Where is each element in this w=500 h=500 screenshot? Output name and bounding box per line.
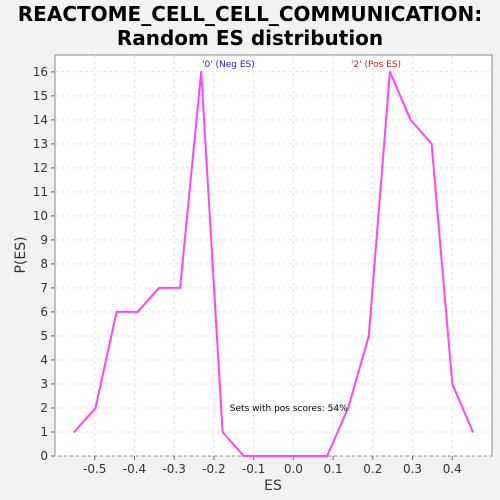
data-point — [200, 70, 203, 73]
data-point — [367, 335, 370, 337]
data-point — [264, 455, 267, 457]
y-tick-label: 10 — [33, 209, 48, 223]
x-tick-label: 0.3 — [403, 462, 422, 476]
x-tick-label: 0.2 — [363, 462, 382, 476]
y-tick-label: 8 — [40, 257, 48, 271]
series-layer — [73, 70, 474, 457]
chart-title-line-1: REACTOME_CELL_CELL_COMMUNICATION: — [18, 2, 482, 26]
data-point — [472, 431, 474, 433]
x-axis-label: ES — [264, 478, 282, 494]
y-tick-label: 5 — [40, 329, 48, 343]
data-point — [242, 455, 245, 457]
x-tick-label: -0.5 — [83, 462, 106, 476]
y-tick-label: 13 — [33, 137, 48, 151]
y-tick-label: 4 — [40, 353, 48, 367]
chart-title-line-2: Random ES distribution — [117, 26, 383, 50]
y-tick-label: 12 — [33, 161, 48, 175]
data-point — [389, 70, 391, 73]
x-tick-label: -0.3 — [162, 462, 185, 476]
y-tick-label: 16 — [33, 65, 48, 79]
y-tick-label: 15 — [33, 89, 48, 103]
y-tick-label: 11 — [33, 185, 48, 199]
data-point — [285, 455, 288, 457]
y-tick-label: 1 — [40, 425, 48, 439]
data-point — [179, 287, 182, 289]
data-point — [115, 311, 118, 313]
data-point — [326, 455, 329, 457]
grid-lines — [55, 55, 492, 457]
y-axis-label: P(ES) — [13, 236, 29, 273]
data-point — [451, 383, 454, 385]
data-point — [158, 287, 160, 289]
y-tick-label: 9 — [40, 233, 48, 247]
x-tick-label: 0.4 — [443, 462, 462, 476]
data-point — [430, 142, 433, 145]
annotation-label: '2' (Pos ES) — [351, 60, 401, 70]
x-tick-label: -0.4 — [123, 462, 146, 476]
annotation-label: '0' (Neg ES) — [202, 60, 255, 70]
x-tick-label: -0.1 — [242, 462, 265, 476]
data-point — [221, 431, 224, 433]
y-tick-label: 3 — [40, 377, 48, 391]
x-tick-label: 0.0 — [284, 462, 303, 476]
data-point — [136, 311, 139, 313]
x-tick-label: 0.1 — [324, 462, 343, 476]
data-point — [409, 118, 412, 121]
data-point — [94, 407, 97, 409]
data-point — [73, 431, 75, 433]
annotation-label: Sets with pos scores: 54% — [230, 404, 348, 414]
y-tick-label: 7 — [40, 281, 48, 295]
data-point — [347, 407, 350, 409]
x-tick-label: -0.2 — [202, 462, 225, 476]
y-tick-label: 0 — [40, 449, 48, 463]
plot-area — [54, 54, 493, 457]
annotations: '0' (Neg ES) '2' (Pos ES) Sets with pos sc… — [202, 60, 401, 414]
y-tick-label: 2 — [40, 401, 48, 415]
y-tick-label: 14 — [33, 113, 48, 127]
y-tick-label: 6 — [40, 305, 48, 319]
